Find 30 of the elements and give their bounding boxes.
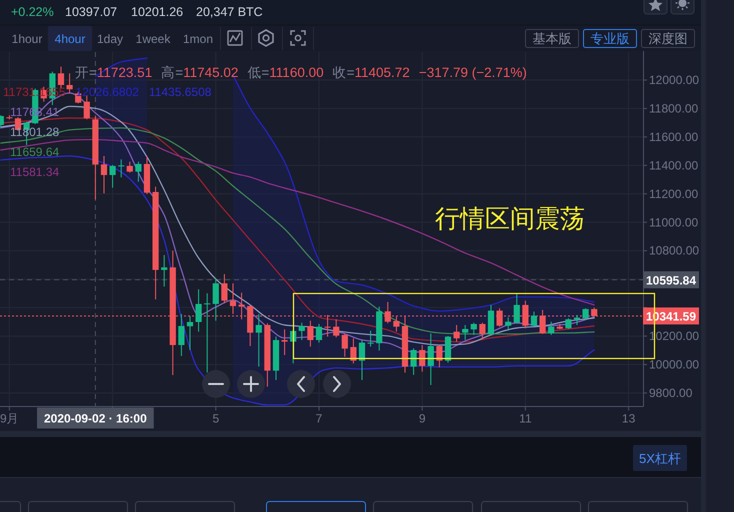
series-label: 11659.64 — [10, 145, 60, 159]
y-tick-label: 11000.00 — [649, 215, 698, 230]
y-tick-label: 10800.00 — [649, 244, 700, 258]
annotation: 1mon — [182, 32, 214, 46]
x-tick-label: 7 — [316, 412, 323, 426]
series-label: 11581.34 — [10, 165, 60, 179]
x-tick-label: 13 — [622, 412, 636, 426]
annotation: 行情区间震荡 — [435, 205, 585, 233]
y-tick-label: 11400.00 — [649, 158, 698, 172]
annotation: 1hour — [12, 32, 42, 46]
annotation: +0.22% — [11, 5, 54, 19]
y-tick-label: 11200.00 — [649, 186, 698, 201]
x-tick-label: 11 — [519, 412, 532, 426]
annotation: 10201.26 — [131, 5, 184, 19]
y-tick-label: 9800.00 — [649, 386, 693, 400]
x-tick-label: 9月 — [0, 412, 19, 426]
y-tick-label: 12000.00 — [649, 73, 700, 88]
chart-title: 开=11723.51 高=11745.02 低=11160.00 收=11405.72 −317.79 (−2.71%) — [75, 65, 527, 80]
y-tick-label: 10000.00 — [649, 358, 700, 372]
y-tick-label: 11600.00 — [649, 130, 698, 144]
y-tick-label: 11800.00 — [649, 101, 698, 116]
text: 11435.6508 — [148, 85, 212, 99]
series-label: 12026.6802 — [76, 85, 140, 99]
annotation: 20,347 BTC — [196, 5, 263, 19]
ref-line-label: 2020-09-02 · 16:00 — [44, 412, 148, 426]
x-tick-label: 9 — [418, 412, 426, 426]
annotation: 1week — [136, 32, 170, 46]
x-tick-label: 5 — [212, 412, 220, 426]
annotation: 1day — [96, 32, 124, 46]
annotation: 10397.07 — [65, 5, 118, 19]
